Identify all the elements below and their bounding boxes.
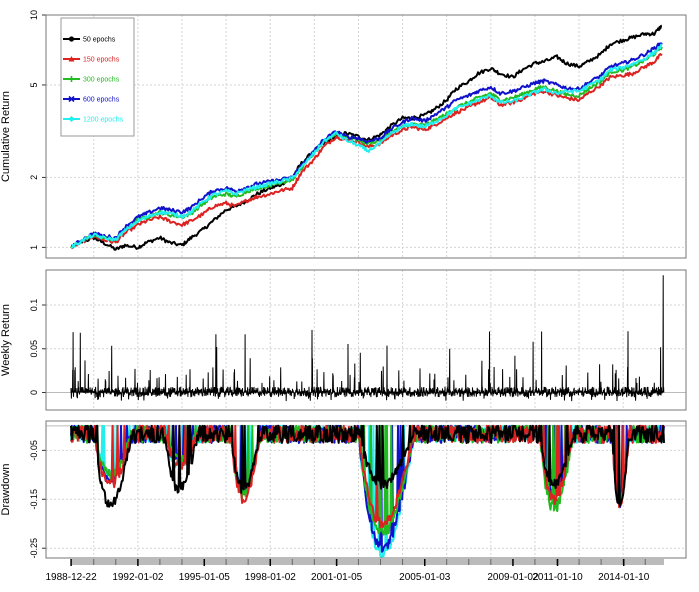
legend-label-3: 600 epochs [83, 97, 120, 104]
xtick-label-1: 1992-01-02 [112, 572, 164, 583]
xtick-label-5: 2005-01-03 [399, 572, 451, 583]
ylabel-drawdown: Drawdown [0, 464, 12, 516]
weekly-return-bars [70, 275, 665, 402]
ytick-label-weekly-0: 0 [29, 390, 39, 395]
ytick-label-weekly-2: 0.1 [29, 299, 39, 312]
ytick-label-drawdown-2: -0.25 [29, 538, 39, 559]
xtick-label-8: 2014-01-10 [598, 572, 650, 583]
xtick-label-4: 2001-01-05 [311, 572, 363, 583]
ytick-label-return-1: 2 [29, 175, 39, 180]
series-line-3 [71, 42, 663, 249]
legend-label-2: 300 epochs [83, 77, 120, 84]
legend-label-1: 150 epochs [83, 57, 120, 64]
legend-marker-3 [68, 95, 75, 103]
legend-marker-0 [68, 36, 75, 42]
panel-frame-drawdown [45, 420, 687, 559]
drawdown-line-0 [70, 424, 665, 508]
legend-label-4: 1200 epochs [83, 117, 124, 124]
legend-marker-2 [68, 76, 75, 82]
series-line-0 [70, 24, 663, 251]
ytick-label-return-2: 5 [29, 82, 39, 87]
ytick-label-drawdown-0: -0.05 [29, 440, 39, 461]
series-line-1 [70, 53, 663, 250]
ytick-label-drawdown-1: -0.15 [29, 489, 39, 510]
legend-marker-1 [68, 56, 75, 62]
xtick-label-3: 1998-01-02 [245, 572, 297, 583]
panel-frame-return [45, 14, 687, 259]
series-line-2 [70, 46, 663, 249]
panel-frame-weekly [45, 269, 687, 411]
xtick-label-0: 1988-12-22 [46, 572, 98, 583]
series-line-4 [70, 43, 663, 249]
x-axis-band [71, 559, 664, 565]
ytick-label-return-3: 10 [29, 10, 39, 20]
ytick-label-weekly-1: 0.05 [29, 340, 39, 358]
xtick-label-2: 1995-01-05 [179, 572, 231, 583]
ytick-label-return-0: 1 [29, 245, 39, 250]
legend-label-0: 50 epochs [83, 37, 116, 44]
ylabel-return: Cumulative Return [0, 91, 12, 182]
xtick-label-6: 2009-01-02 [487, 572, 539, 583]
legend-marker-4 [68, 116, 75, 122]
xtick-label-7: 2011-01-10 [532, 572, 583, 583]
ylabel-weekly: Weekly Return [0, 304, 12, 376]
